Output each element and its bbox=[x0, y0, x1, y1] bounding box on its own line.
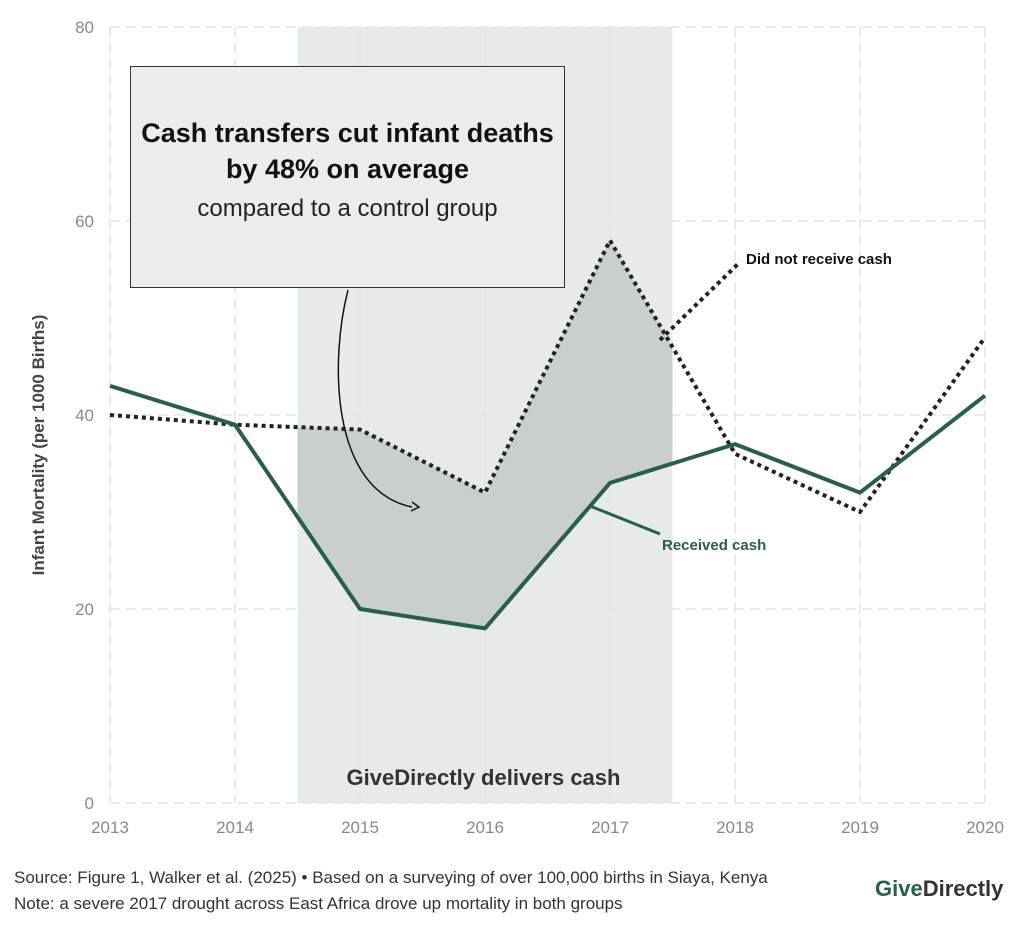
legend-label-received: Received cash bbox=[662, 537, 767, 554]
y-tick-label: 60 bbox=[75, 212, 94, 231]
y-tick-label: 80 bbox=[75, 18, 94, 37]
series-line-received bbox=[109, 383, 987, 631]
legend-label-control: Did not receive cash bbox=[746, 251, 892, 268]
x-tick-label: 2016 bbox=[466, 818, 504, 837]
y-tick-label: 20 bbox=[75, 600, 94, 619]
x-tick-label: 2019 bbox=[841, 818, 879, 837]
annotation-arrow bbox=[337, 289, 413, 508]
series-line-control bbox=[109, 238, 987, 514]
drought-note: Note: a severe 2017 drought across East … bbox=[14, 894, 623, 913]
x-tick-label: 2013 bbox=[91, 818, 129, 837]
difference-area bbox=[297, 240, 673, 629]
control-label-connector bbox=[658, 260, 742, 342]
source-note: Source: Figure 1, Walker et al. (2025) •… bbox=[14, 868, 768, 887]
givedirectly-logo: GiveDirectly bbox=[875, 876, 1004, 901]
x-tick-label: 2017 bbox=[591, 818, 629, 837]
annotation-title: Cash transfers cut infant deaths by 48% … bbox=[141, 118, 554, 184]
annotation-box: Cash transfers cut infant deaths by 48% … bbox=[130, 66, 565, 288]
x-tick-label: 2020 bbox=[966, 818, 1004, 837]
received-label-connector bbox=[589, 504, 661, 536]
y-axis-label: Infant Mortality (per 1000 Births) bbox=[29, 315, 48, 576]
x-tick-label: 2018 bbox=[716, 818, 754, 837]
annotation-subtitle: compared to a control group bbox=[197, 195, 498, 222]
x-tick-label: 2014 bbox=[216, 818, 254, 837]
y-tick-label: 40 bbox=[75, 406, 94, 425]
arrow-head-icon bbox=[410, 501, 421, 512]
highlight-label: GiveDirectly delivers cash bbox=[346, 765, 621, 790]
y-tick-label: 0 bbox=[85, 794, 94, 813]
x-tick-label: 2015 bbox=[341, 818, 379, 837]
